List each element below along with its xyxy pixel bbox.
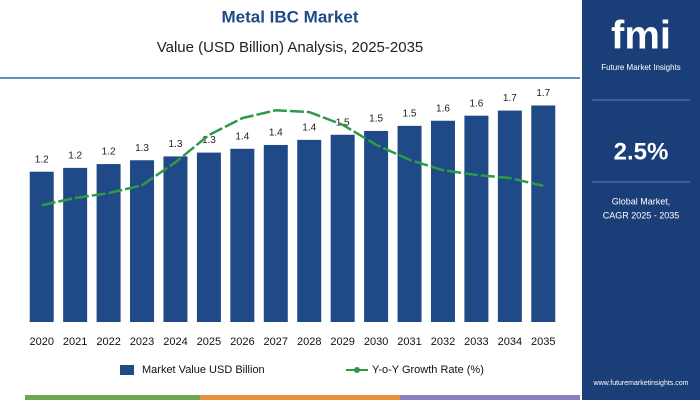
- data-label: 1.4: [235, 131, 249, 142]
- data-label: 1.7: [503, 93, 517, 104]
- bar: [330, 134, 355, 322]
- legend-swatch: [354, 367, 360, 373]
- legend-label: Market Value USD Billion: [142, 364, 265, 376]
- bar: [230, 148, 255, 322]
- bar: [464, 115, 489, 323]
- cagr-value: 2.5%: [614, 138, 669, 165]
- bar: [29, 171, 54, 322]
- bar: [263, 144, 288, 322]
- data-label: 1.7: [536, 88, 550, 99]
- data-label: 1.5: [369, 114, 383, 125]
- legend-label: Y-o-Y Growth Rate (%): [372, 364, 484, 376]
- data-label: 1.4: [269, 128, 283, 139]
- footer-strip: [200, 395, 400, 400]
- chart-title: Metal IBC Market: [222, 7, 359, 26]
- bar: [430, 120, 455, 322]
- data-label: 1.3: [135, 143, 149, 154]
- data-label: 1.5: [403, 108, 417, 119]
- footer-strip: [25, 395, 200, 400]
- x-tick-label: 2024: [163, 336, 187, 348]
- x-tick-label: 2028: [297, 336, 321, 348]
- data-label: 1.3: [202, 135, 216, 146]
- brand: Future Market Insights: [601, 63, 681, 72]
- bar: [497, 110, 522, 322]
- logo: fmi: [611, 14, 671, 58]
- x-tick-label: 2023: [130, 336, 154, 348]
- website: www.futuremarketinsights.com: [593, 380, 689, 387]
- bar: [163, 156, 188, 322]
- data-label: 1.3: [169, 139, 183, 150]
- side-panel: [582, 0, 700, 400]
- footer-strip: [400, 395, 580, 400]
- x-tick-label: 2022: [96, 336, 120, 348]
- x-tick-label: 2030: [364, 336, 388, 348]
- bar: [531, 105, 556, 322]
- x-tick-label: 2026: [230, 336, 254, 348]
- x-tick-label: 2021: [63, 336, 87, 348]
- cagr-caption: CAGR 2025 - 2035: [603, 210, 680, 220]
- bar: [63, 167, 88, 322]
- bar: [297, 139, 322, 322]
- data-label: 1.6: [469, 98, 483, 109]
- bar: [364, 130, 389, 322]
- data-label: 1.2: [102, 147, 116, 158]
- data-label: 1.2: [68, 151, 82, 162]
- x-tick-label: 2027: [264, 336, 288, 348]
- data-label: 1.5: [336, 117, 350, 128]
- x-tick-label: 2033: [464, 336, 488, 348]
- growth-line: [41, 108, 544, 207]
- data-label: 1.6: [436, 103, 450, 114]
- x-tick-label: 2029: [330, 336, 354, 348]
- chart-subtitle: Value (USD Billion) Analysis, 2025-2035: [157, 39, 424, 56]
- data-label: 1.4: [302, 123, 316, 134]
- x-tick-label: 2035: [531, 336, 555, 348]
- x-tick-label: 2032: [431, 336, 455, 348]
- x-tick-label: 2034: [498, 336, 522, 348]
- cagr-caption: Global Market,: [612, 196, 671, 206]
- x-tick-label: 2031: [397, 336, 421, 348]
- x-tick-label: 2025: [197, 336, 221, 348]
- data-label: 1.2: [35, 154, 49, 165]
- x-tick-label: 2020: [29, 336, 53, 348]
- bar: [96, 164, 121, 322]
- bar: [196, 152, 221, 322]
- legend-swatch: [120, 365, 134, 375]
